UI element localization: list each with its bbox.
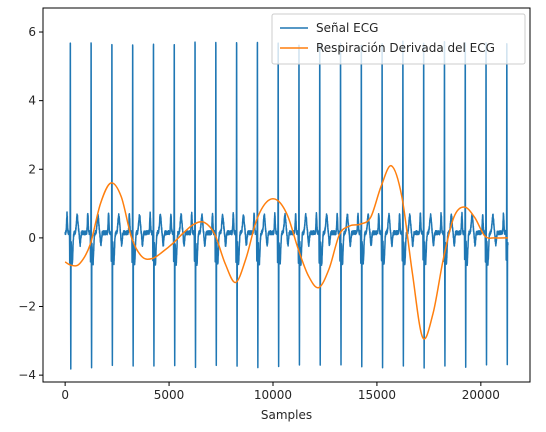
x-tick-label: 5000 <box>154 388 185 402</box>
y-tick-label: 4 <box>28 94 36 108</box>
legend-label-ecg: Señal ECG <box>316 21 378 35</box>
y-tick-label: −4 <box>18 368 36 382</box>
plot-area <box>64 40 509 370</box>
legend: Señal ECG Respiración Derivada del ECG <box>271 13 526 65</box>
x-tick-label: 0 <box>61 388 69 402</box>
respiration-line <box>64 165 508 340</box>
axes-frame <box>42 7 531 383</box>
x-tick-label: 10000 <box>254 388 292 402</box>
x-tick-label: 15000 <box>358 388 396 402</box>
x-axis-label: Samples <box>261 408 312 422</box>
legend-box <box>271 13 526 65</box>
y-tick-label: 2 <box>28 162 36 176</box>
ecg-series <box>64 40 509 370</box>
legend-label-respiration: Respiración Derivada del ECG <box>316 41 495 55</box>
x-axis: 0 5000 10000 15000 20000 <box>61 382 500 402</box>
ecg-line <box>64 40 509 370</box>
y-axis: −4 −2 0 2 4 6 <box>18 25 43 382</box>
y-tick-label: 0 <box>28 231 36 245</box>
respiration-series <box>64 165 508 340</box>
y-tick-label: 6 <box>28 25 36 39</box>
x-tick-label: 20000 <box>462 388 500 402</box>
y-tick-label: −2 <box>18 300 36 314</box>
